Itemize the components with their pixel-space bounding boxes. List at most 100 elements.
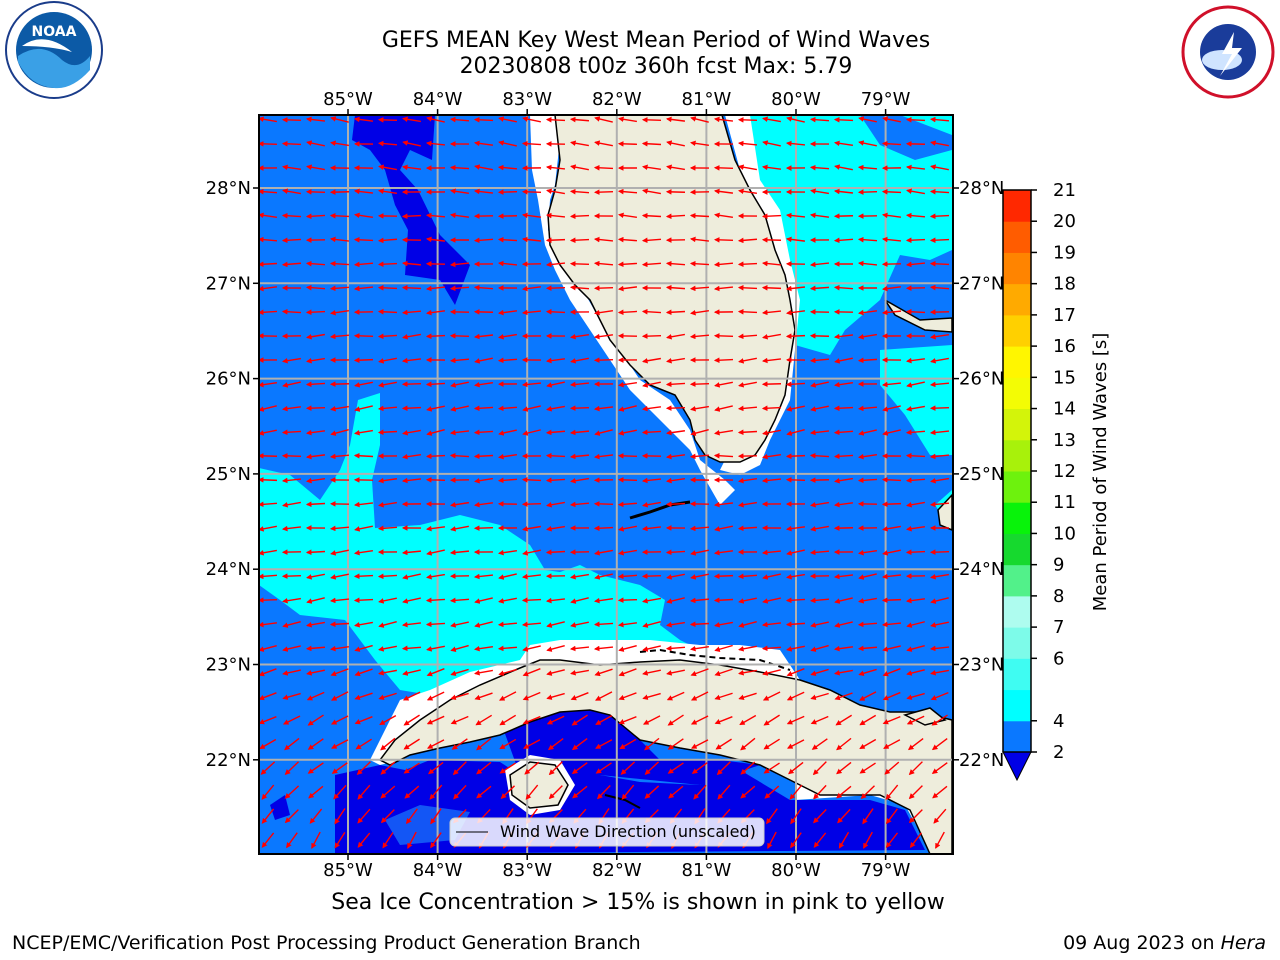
- wave-direction-arrow: [259, 309, 278, 316]
- wave-direction-arrow: [354, 405, 373, 412]
- lat-label-left: 27°N: [206, 273, 251, 294]
- wave-direction-arrow: [329, 260, 350, 267]
- wave-direction-arrow: [764, 785, 780, 799]
- wave-direction-arrow: [689, 236, 710, 243]
- wave-direction-arrow: [377, 573, 398, 580]
- wave-direction-arrow: [450, 525, 469, 532]
- wave-direction-arrow: [498, 140, 517, 147]
- lon-label-bottom: 80°W: [771, 860, 821, 881]
- wave-direction-arrow: [593, 525, 614, 532]
- wave-direction-arrow: [499, 714, 517, 726]
- wave-direction-arrow: [617, 597, 638, 603]
- wave-direction-arrow: [378, 501, 397, 508]
- wave-direction-arrow: [689, 381, 710, 387]
- wave-direction-arrow: [259, 429, 277, 436]
- wave-direction-arrow: [305, 429, 326, 436]
- wave-direction-arrow: [426, 116, 445, 123]
- wave-direction-arrow: [281, 525, 302, 532]
- wave-direction-arrow: [809, 452, 830, 459]
- wave-direction-arrow: [281, 164, 302, 171]
- wave-direction-arrow: [522, 549, 541, 556]
- wave-direction-arrow: [306, 333, 325, 340]
- wave-direction-arrow: [474, 164, 493, 171]
- wave-direction-arrow: [353, 452, 374, 459]
- wave-direction-arrow: [833, 429, 854, 436]
- wave-direction-arrow: [594, 116, 613, 123]
- wave-direction-arrow: [857, 621, 878, 628]
- wave-direction-arrow: [569, 501, 590, 508]
- low-period-region: [385, 805, 470, 845]
- wave-direction-arrow: [763, 762, 780, 774]
- wave-direction-arrow: [714, 668, 733, 677]
- wave-direction-arrow: [785, 525, 806, 532]
- wave-direction-arrow: [425, 333, 446, 340]
- cays: [604, 794, 641, 809]
- wave-direction-arrow: [786, 668, 805, 677]
- wave-direction-arrow: [713, 357, 734, 364]
- wave-direction-arrow: [836, 761, 852, 775]
- wave-direction-arrow: [354, 621, 373, 628]
- legend-label: Wind Wave Direction (unscaled): [500, 822, 756, 841]
- low-period-region: [270, 795, 290, 820]
- wave-direction-arrow: [569, 333, 590, 340]
- wave-direction-arrow: [690, 715, 709, 725]
- wave-direction-arrow: [522, 116, 541, 123]
- colorbar-segment: [1003, 689, 1031, 722]
- wave-direction-arrow: [329, 212, 350, 219]
- lat-label-right: 22°N: [959, 750, 1004, 771]
- wave-direction-arrow: [425, 525, 446, 532]
- wave-direction-arrow: [305, 213, 326, 220]
- wave-direction-arrow: [617, 261, 638, 268]
- wave-direction-arrow: [259, 453, 278, 459]
- wave-direction-arrow: [906, 501, 925, 508]
- wave-direction-arrow: [378, 597, 397, 604]
- wave-direction-arrow: [786, 573, 805, 580]
- wave-direction-arrow: [906, 715, 925, 725]
- wave-direction-arrow: [714, 621, 733, 628]
- wave-direction-arrow: [401, 164, 422, 171]
- wave-direction-arrow: [404, 785, 420, 799]
- wave-direction-arrow: [380, 785, 396, 799]
- wave-direction-arrow: [737, 140, 758, 147]
- wave-direction-arrow: [284, 737, 300, 751]
- wave-direction-arrow: [330, 668, 349, 677]
- colorbar-segment: [1003, 190, 1031, 222]
- wave-direction-arrow: [908, 785, 923, 800]
- wave-direction-arrow: [691, 739, 709, 749]
- wave-direction-arrow: [785, 333, 806, 339]
- wave-direction-arrow: [570, 164, 589, 171]
- wave-direction-arrow: [281, 477, 302, 484]
- wave-direction-arrow: [809, 164, 830, 171]
- wave-direction-arrow: [761, 549, 782, 556]
- wave-direction-arrow: [810, 188, 829, 195]
- wave-direction-arrow: [498, 597, 517, 604]
- wave-direction-arrow: [716, 761, 731, 776]
- wave-direction-arrow: [809, 429, 830, 436]
- colorbar-tick-label: 14: [1053, 399, 1076, 420]
- wave-direction-arrow: [642, 620, 661, 628]
- wave-direction-arrow: [450, 405, 469, 412]
- wave-direction-arrow: [617, 285, 638, 292]
- wave-direction-arrow: [282, 501, 301, 508]
- wave-direction-arrow: [450, 668, 469, 676]
- wave-direction-arrow: [834, 164, 853, 171]
- wave-direction-arrow: [809, 116, 830, 123]
- wave-direction-arrow: [665, 284, 686, 291]
- wave-direction-arrow: [498, 573, 517, 580]
- wave-direction-arrow: [809, 261, 830, 268]
- wave-direction-arrow: [666, 573, 685, 580]
- wave-direction-arrow: [618, 116, 637, 123]
- wave-direction-arrow: [523, 739, 541, 749]
- wave-direction-arrow: [473, 333, 494, 340]
- wave-direction-arrow: [786, 549, 805, 556]
- wave-direction-arrow: [833, 501, 854, 508]
- wave-direction-arrow: [545, 261, 566, 268]
- colorbar-tick-label: 17: [1053, 305, 1076, 326]
- chart-subtitle: 20230808 t00z 360h fcst Max: 5.79: [459, 54, 853, 79]
- wave-direction-arrow: [546, 644, 565, 652]
- wave-direction-arrow: [425, 597, 446, 604]
- wave-direction-arrow: [377, 284, 398, 291]
- wave-direction-arrow: [905, 164, 926, 171]
- wave-direction-arrow: [473, 116, 494, 123]
- wave-direction-arrow: [497, 309, 518, 316]
